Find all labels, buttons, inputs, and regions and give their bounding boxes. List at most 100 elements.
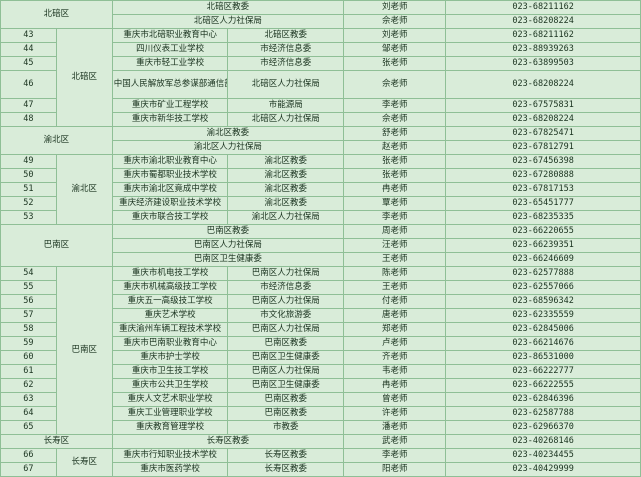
row-index: 49 xyxy=(0,154,57,169)
row-index: 57 xyxy=(0,308,57,323)
contact-phone: 023-68208224 xyxy=(445,70,641,99)
supervising-department: 巴南区卫生健康委 xyxy=(227,378,345,393)
row-index: 62 xyxy=(0,378,57,393)
row-index: 46 xyxy=(0,70,57,99)
row-index: 45 xyxy=(0,56,57,71)
contact-phone: 023-65451777 xyxy=(445,196,641,211)
supervising-department: 渝北区人力社保局 xyxy=(227,210,345,225)
contact-person: 唐老师 xyxy=(343,308,447,323)
contact-phone: 023-63899503 xyxy=(445,56,641,71)
school-name: 重庆五一高级技工学校 xyxy=(111,294,229,309)
contact-phone: 023-68211162 xyxy=(445,0,641,15)
table-row: 北碚区 北碚区教委 刘老师 023-68211162 xyxy=(0,0,641,29)
table-row: 43 北碚区 重庆市北碚职业教育中心 北碚区教委 刘老师 023-68211162 xyxy=(0,28,641,127)
region-department-name: 北碚区教委 xyxy=(111,0,345,15)
contact-phone: 023-88939263 xyxy=(445,42,641,57)
school-name: 重庆市医药学校 xyxy=(111,462,229,477)
region-department-name: 北碚区人力社保局 xyxy=(111,14,345,29)
table-row: 66 长寿区 重庆市行知职业技术学校 长寿区教委 李老师 023-40234455 xyxy=(0,448,641,477)
school-name: 重庆市联合技工学校 xyxy=(111,210,229,225)
contact-person: 汪老师 xyxy=(343,238,447,253)
contact-phone: 023-67280888 xyxy=(445,168,641,183)
supervising-department: 市教委 xyxy=(227,420,345,435)
contact-person: 武老师 xyxy=(343,434,447,449)
row-index: 47 xyxy=(0,98,57,113)
contact-phone: 023-62557066 xyxy=(445,280,641,295)
region-name: 渝北区 xyxy=(55,154,113,225)
contact-person: 周老师 xyxy=(343,224,447,239)
region-header-label: 长寿区 xyxy=(0,434,113,449)
row-index: 55 xyxy=(0,280,57,295)
supervising-department: 渝北区教委 xyxy=(227,168,345,183)
school-name: 重庆市矿业工程学校 xyxy=(111,98,229,113)
region-department-name: 巴南区卫生健康委 xyxy=(111,252,345,267)
table-row: 巴南区 巴南区教委 周老师 023-66220655 xyxy=(0,224,641,267)
supervising-department: 巴南区教委 xyxy=(227,406,345,421)
school-name: 重庆市蜀都职业技术学校 xyxy=(111,168,229,183)
contact-person: 王老师 xyxy=(343,252,447,267)
region-department-name: 渝北区人力社保局 xyxy=(111,140,345,155)
table-row: 51 重庆市渝北区竟成中学校 渝北区教委 冉老师 023-67817153 xyxy=(0,182,641,197)
row-index: 56 xyxy=(0,294,57,309)
contact-person: 刘老师 xyxy=(343,0,447,15)
table-row: 渝北区人力社保局 赵老师 023-67812791 xyxy=(1,140,641,155)
supervising-department: 渝北区教委 xyxy=(227,154,345,169)
school-name: 重庆市卫生技工学校 xyxy=(111,364,229,379)
contact-person: 潘老师 xyxy=(343,420,447,435)
school-name: 重庆市新华技工学校 xyxy=(111,112,229,127)
contact-phone: 023-68235335 xyxy=(445,210,641,225)
contact-phone: 023-40268146 xyxy=(445,434,641,449)
contact-person: 卢老师 xyxy=(343,336,447,351)
contact-person: 佘老师 xyxy=(343,70,447,99)
row-index: 65 xyxy=(0,420,57,435)
region-header-label: 渝北区 xyxy=(0,126,113,155)
table-row: 46 中国人民解放军总参谋部通信部直属工厂职业技术学校北碚区人力社保局佘老师023… xyxy=(0,70,641,99)
supervising-department: 市经济信息委 xyxy=(227,280,345,295)
table-row: 57 重庆艺术学校 市文化旅游委 唐老师 023-62335559 xyxy=(0,308,641,323)
contact-phone: 023-66214676 xyxy=(445,336,641,351)
contact-phone: 023-67456398 xyxy=(445,154,641,169)
contact-phone: 023-62335559 xyxy=(445,308,641,323)
school-name: 重庆市公共卫生学校 xyxy=(111,378,229,393)
supervising-department: 北碚区教委 xyxy=(227,28,345,43)
contact-person: 齐老师 xyxy=(343,350,447,365)
contact-phone: 023-86531000 xyxy=(445,350,641,365)
row-index: 50 xyxy=(0,168,57,183)
supervising-department: 北碚区人力社保局 xyxy=(227,112,345,127)
table-row: 巴南区卫生健康委 王老师 023-66246609 xyxy=(1,252,641,267)
table-row: 54 巴南区 重庆市机电技工学校 巴南区人力社保局 陈老师 023-62577888 xyxy=(0,266,641,435)
contact-person: 付老师 xyxy=(343,294,447,309)
supervising-department: 市能源局 xyxy=(227,98,345,113)
contact-person: 佘老师 xyxy=(343,14,447,29)
contact-phone: 023-66246609 xyxy=(445,252,641,267)
region-department-name: 巴南区人力社保局 xyxy=(111,238,345,253)
contact-person: 阳老师 xyxy=(343,462,447,477)
contact-phone: 023-62845006 xyxy=(445,322,641,337)
contact-phone: 023-40429999 xyxy=(445,462,641,477)
row-index: 58 xyxy=(0,322,57,337)
supervising-department: 巴南区人力社保局 xyxy=(227,364,345,379)
supervising-department: 长寿区教委 xyxy=(227,462,345,477)
contact-phone: 023-66222555 xyxy=(445,378,641,393)
school-name: 重庆经济建设职业技术学校 xyxy=(111,196,229,211)
row-index: 44 xyxy=(0,42,57,57)
school-name: 重庆教育管理学校 xyxy=(111,420,229,435)
contact-person: 郑老师 xyxy=(343,322,447,337)
supervising-department: 市经济信息委 xyxy=(227,56,345,71)
row-index: 66 xyxy=(0,448,57,463)
supervising-department: 渝北区教委 xyxy=(227,182,345,197)
row-index: 64 xyxy=(0,406,57,421)
table-row: 49 渝北区 重庆市渝北职业教育中心 渝北区教委 张老师 023-67456398 xyxy=(0,154,641,225)
school-name: 重庆市渝北职业教育中心 xyxy=(111,154,229,169)
supervising-department: 巴南区教委 xyxy=(227,336,345,351)
row-index: 43 xyxy=(0,28,57,43)
contact-phone: 023-67817153 xyxy=(445,182,641,197)
school-name: 重庆市行知职业技术学校 xyxy=(111,448,229,463)
contact-phone: 023-68208224 xyxy=(445,14,641,29)
row-index: 52 xyxy=(0,196,57,211)
region-header-label: 北碚区 xyxy=(0,0,113,29)
school-name: 重庆市北碚职业教育中心 xyxy=(111,28,229,43)
school-name: 重庆工业管理职业学校 xyxy=(111,406,229,421)
